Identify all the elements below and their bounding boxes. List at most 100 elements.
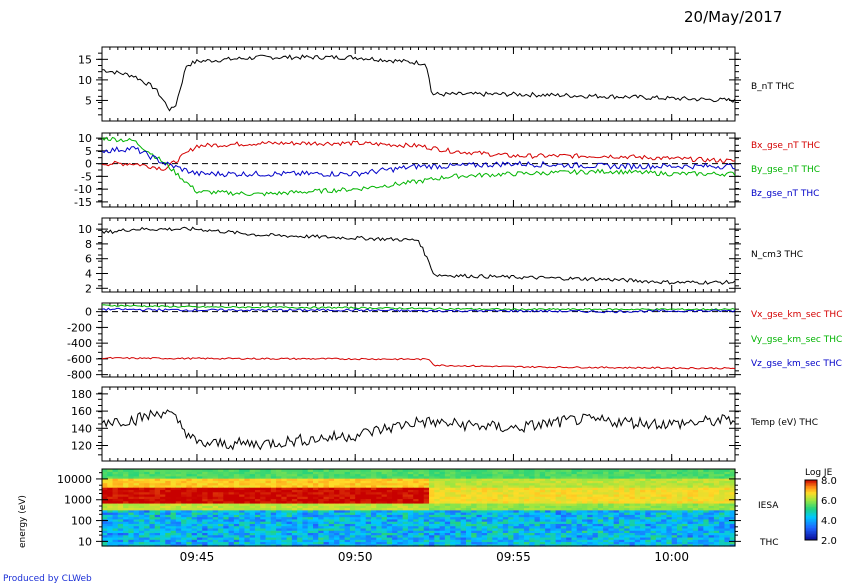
spectrogram-cell <box>618 514 625 518</box>
label-bz: Bz_gse_nT THC <box>751 189 819 199</box>
spectrogram-cell <box>307 523 314 527</box>
spectrogram-cell <box>186 532 193 536</box>
spectrogram-cell <box>666 480 673 484</box>
spectrogram-cell <box>576 505 583 509</box>
spectrogram-cell <box>270 482 277 486</box>
spectrogram-cell <box>386 469 393 472</box>
spectrogram-cell <box>318 543 325 547</box>
spectrogram-cell <box>307 493 314 497</box>
spectrogram-cell <box>539 530 546 534</box>
series-line-by-gse-nt-thc <box>101 136 736 197</box>
spectrogram-cell <box>107 536 114 540</box>
spectrogram-cell <box>260 491 267 495</box>
spectrogram-cell <box>344 516 351 520</box>
spectrogram-cell <box>534 505 541 509</box>
spectrogram-cell <box>418 539 425 543</box>
spectrogram-cell <box>313 502 319 506</box>
spectrogram-cell <box>386 534 393 538</box>
spectrogram-cell <box>640 473 646 477</box>
spectrogram-cell <box>138 530 145 534</box>
spectrogram-cell <box>402 536 409 540</box>
spectrogram-cell <box>392 498 399 502</box>
spectrogram-cell <box>212 530 219 534</box>
spectrogram-cell <box>334 480 340 484</box>
spectrogram-cell <box>154 518 161 522</box>
spectrogram-cell <box>360 507 367 511</box>
spectrogram-cell <box>144 502 151 506</box>
spectrogram-cell <box>307 539 314 543</box>
spectrogram-cell <box>365 491 372 495</box>
spectrogram-cell <box>334 482 340 486</box>
spectrogram-cell <box>423 532 430 536</box>
spectrogram-cell <box>270 473 277 477</box>
spectrogram-cell <box>545 496 551 500</box>
spectrogram-cell <box>460 473 467 477</box>
spectrogram-cell <box>328 536 335 540</box>
spectrogram-cell <box>228 475 235 479</box>
spectrogram-cell <box>476 478 483 481</box>
spectrogram-cell <box>492 478 499 481</box>
spectrogram-cell <box>302 505 309 509</box>
spectrogram-cell <box>397 469 404 472</box>
spectrogram-cell <box>434 500 441 504</box>
spectrogram-cell <box>550 539 557 543</box>
spectrogram-cell <box>487 516 493 520</box>
spectrogram-cell <box>508 489 515 493</box>
spectrogram-cell <box>429 484 435 488</box>
spectrogram-cell <box>170 478 177 481</box>
spectrogram-cell <box>313 512 319 515</box>
spectrogram-cell <box>307 525 314 529</box>
spectrogram-cell <box>165 475 172 479</box>
spectrogram-cell <box>254 530 261 534</box>
spectrogram-cell <box>597 484 604 488</box>
spectrogram-cell <box>550 514 557 518</box>
spectrogram-cell <box>529 532 536 536</box>
spectrogram-cell <box>260 536 267 540</box>
spectrogram-cell <box>117 471 124 475</box>
spectrogram-cell <box>355 530 362 534</box>
panel-frame-0 <box>101 46 736 122</box>
spectrogram-cell <box>640 518 646 522</box>
spectrogram-cell <box>191 478 198 481</box>
spectrogram-cell <box>534 469 541 472</box>
spectrogram-cell <box>265 482 272 486</box>
spectrogram-cell <box>545 516 551 520</box>
spectrogram-cell <box>645 523 652 527</box>
spectrogram-cell <box>149 480 156 484</box>
spectrogram-cell <box>318 525 325 529</box>
spectrogram-cell <box>323 469 330 472</box>
spectrogram-cell <box>397 521 404 524</box>
spectrogram-cell <box>465 471 472 475</box>
spectrogram-cell <box>313 475 319 479</box>
spectrogram-cell <box>666 484 673 488</box>
spectrogram-cell <box>655 507 662 511</box>
spectrogram-cell <box>502 475 509 479</box>
spectrogram-cell <box>313 482 319 486</box>
spectrogram-cell <box>460 475 467 479</box>
spectrogram-cell <box>555 518 562 522</box>
spectrogram-cell <box>624 539 631 543</box>
spectrogram-cell <box>386 493 393 497</box>
spectrogram-cell <box>223 527 230 531</box>
spectrogram-cell <box>102 507 108 511</box>
spectrogram-cell <box>524 523 530 527</box>
spectrogram-cell <box>545 505 551 509</box>
spectrogram-cell <box>634 475 641 479</box>
spectrogram-cell <box>249 543 256 547</box>
spectrogram-cell <box>376 523 383 527</box>
spectrogram-cell <box>582 480 588 484</box>
spectrogram-cell <box>471 498 478 502</box>
spectrogram-cell <box>597 534 604 538</box>
spectrogram-cell <box>123 471 129 475</box>
spectrogram-cell <box>513 500 520 504</box>
spectrogram-cell <box>297 539 304 543</box>
spectrogram-cell <box>371 536 377 540</box>
spectrogram-cell <box>181 527 188 531</box>
spectrogram-cell <box>450 516 457 520</box>
spectrogram-cell <box>349 491 356 495</box>
spectrogram-cell <box>202 487 209 490</box>
spectrogram-cell <box>597 541 604 545</box>
spectrogram-cell <box>202 523 209 527</box>
spectrogram-cell <box>181 543 188 547</box>
spectrogram-cell <box>450 532 457 536</box>
